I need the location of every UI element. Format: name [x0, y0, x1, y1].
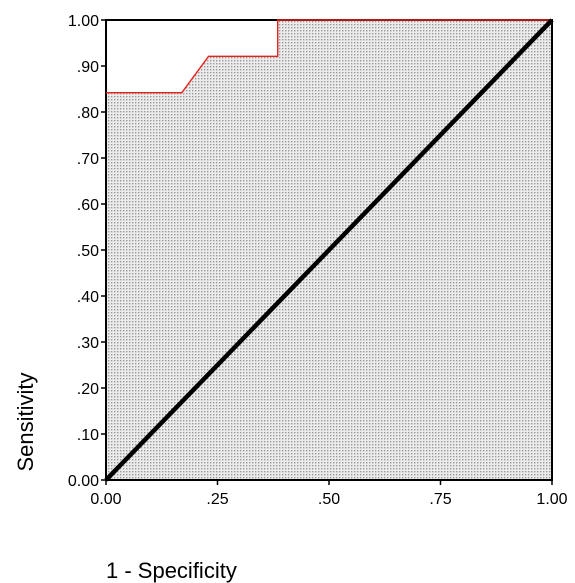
series-layer	[104, 18, 554, 482]
roc-curve-line	[106, 19, 552, 94]
y-axis-ticks: 0.00 .10 .20 .30 .40 .50 .60 .70 .80 .90 1.00	[68, 13, 106, 490]
y-tick-label: .70	[77, 151, 99, 168]
y-tick-label: .80	[77, 105, 99, 122]
x-tick-label: .75	[429, 491, 451, 508]
y-axis-title: Sensitivity	[13, 372, 38, 471]
x-tick-label: .50	[318, 491, 340, 508]
y-tick-label: .20	[77, 381, 99, 398]
reference-diagonal-line	[104, 18, 554, 482]
y-tick-label: 1.00	[68, 13, 99, 30]
x-axis-title: 1 - Specificity	[106, 558, 237, 583]
x-tick-label: 1.00	[536, 491, 567, 508]
y-tick-label: .10	[77, 427, 99, 444]
y-tick-label: .90	[77, 59, 99, 76]
y-tick-label: 0.00	[68, 473, 99, 490]
x-tick-label: .25	[206, 491, 228, 508]
x-axis-ticks: 0.00 .25 .50 .75 1.00	[90, 480, 568, 508]
y-tick-label: .40	[77, 289, 99, 306]
y-tick-label: .30	[77, 335, 99, 352]
y-tick-label: .50	[77, 243, 99, 260]
x-tick-label: 0.00	[90, 491, 121, 508]
y-tick-label: .60	[77, 197, 99, 214]
